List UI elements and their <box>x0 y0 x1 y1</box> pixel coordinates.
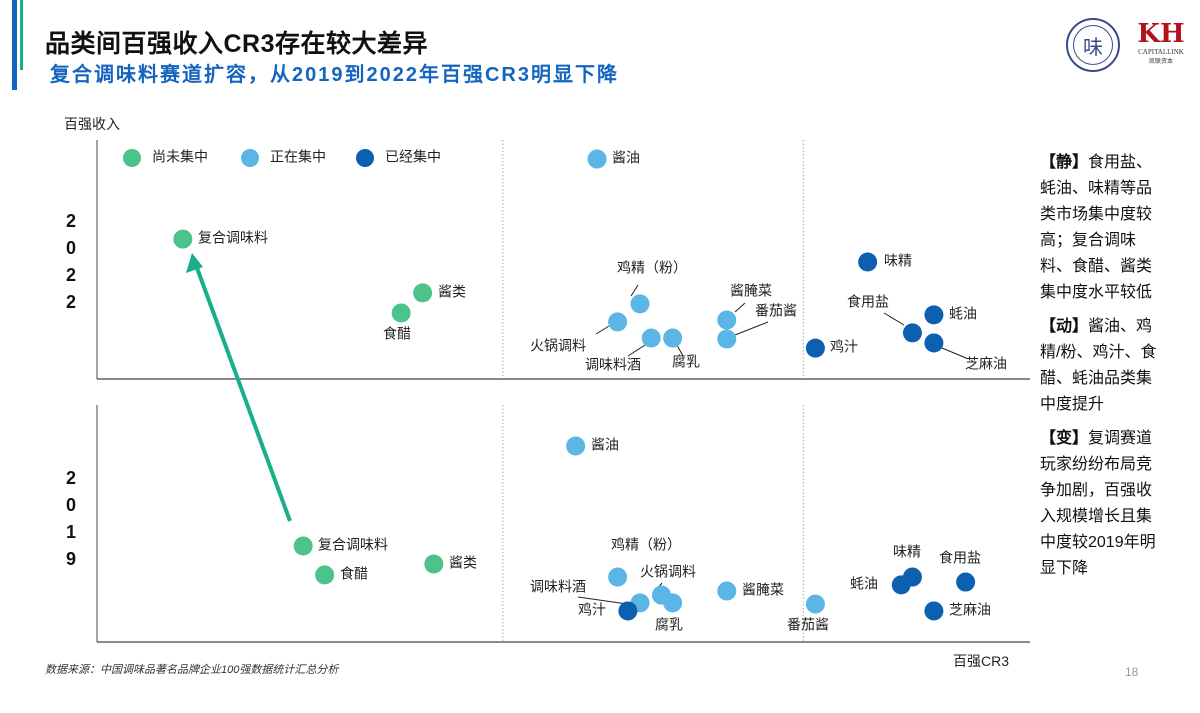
data-point-label: 酱类 <box>438 284 466 300</box>
x-axis-label: 百强CR3 <box>953 653 1010 669</box>
data-point-label: 味精 <box>884 253 912 269</box>
data-point-2019 <box>293 536 313 556</box>
data-point-2019 <box>424 554 444 574</box>
data-point-label: 食醋 <box>340 566 368 582</box>
data-point-label: 复合调味料 <box>198 230 268 246</box>
data-point-label: 鸡汁 <box>830 339 858 355</box>
panel-year-2019: 2019 <box>65 468 76 569</box>
data-point-2022 <box>630 294 650 314</box>
data-point-2022 <box>391 303 411 323</box>
note-static: 【静】食用盐、蚝油、味精等品类市场集中度较高；复合调味料、食醋、酱类集中度水平较… <box>1040 154 1153 301</box>
data-point-2019 <box>315 565 335 585</box>
label-leader-line <box>676 344 684 357</box>
data-point-label: 蚝油 <box>850 576 878 592</box>
page-subtitle: 复合调味料赛道扩容，从2019到2022年百强CR3明显下降 <box>50 64 619 86</box>
data-point-2019 <box>608 567 628 587</box>
data-point-2022 <box>663 328 683 348</box>
seal-logo: 味 <box>1066 18 1120 72</box>
data-point-label: 腐乳 <box>655 617 683 633</box>
data-point-2019 <box>956 572 976 592</box>
label-leader-line <box>941 347 967 359</box>
data-point-label: 味精 <box>893 544 921 560</box>
legend-marker <box>241 149 259 167</box>
data-point-2022 <box>717 329 737 349</box>
data-point-label: 调味料酒 <box>585 357 641 373</box>
page-number: 18 <box>1125 665 1139 679</box>
data-point-2022 <box>173 229 193 249</box>
data-point-label: 芝麻油 <box>949 602 991 618</box>
accent-bar-blue <box>12 0 17 90</box>
legend-marker <box>356 149 374 167</box>
data-point-2019 <box>891 575 911 595</box>
capitallink-logo: KH CAPITALLINK 凯联资本 <box>1137 19 1185 65</box>
note-dynamic: 【动】酱油、鸡精/粉、鸡汁、食醋、蚝油品类集中度提升 <box>1040 318 1157 413</box>
data-point-label: 食醋 <box>383 326 411 342</box>
label-leader-line <box>577 596 628 605</box>
data-point-label: 复合调味料 <box>318 537 388 553</box>
data-point-label: 腐乳 <box>672 354 700 370</box>
trend-arrow-line <box>195 267 292 522</box>
data-point-label: 酱油 <box>591 437 619 453</box>
label-leader-line <box>627 344 646 357</box>
data-point-2022 <box>805 338 825 358</box>
data-point-label: 鸡精（粉） <box>617 260 687 276</box>
data-point-label: 鸡精（粉） <box>611 537 681 553</box>
data-point-label: 番茄酱 <box>787 617 829 633</box>
data-point-label: 食用盐 <box>847 294 889 310</box>
data-point-2022 <box>902 323 922 343</box>
data-point-label: 酱油 <box>612 150 640 166</box>
y-axis-label: 百强收入 <box>64 116 120 132</box>
label-leader-line <box>595 325 610 335</box>
data-point-2022 <box>858 252 878 272</box>
data-point-label: 食用盐 <box>939 550 981 566</box>
data-point-2019 <box>924 601 944 621</box>
label-leader-line <box>734 321 769 336</box>
data-point-2019 <box>717 581 737 601</box>
data-point-label: 酱腌菜 <box>730 283 772 299</box>
data-point-label: 番茄酱 <box>755 303 797 319</box>
page-title: 品类间百强收入CR3存在较大差异 <box>45 30 429 58</box>
data-point-2022 <box>717 310 737 330</box>
data-point-label: 火锅调料 <box>640 564 696 580</box>
data-point-2019 <box>618 601 638 621</box>
source-footnote: 数据来源：中国调味品著名品牌企业100强数据统计汇总分析 <box>45 664 339 676</box>
data-point-2022 <box>587 149 607 169</box>
legend-label: 尚未集中 <box>152 149 208 165</box>
data-point-label: 调味料酒 <box>530 579 586 595</box>
data-point-label: 芝麻油 <box>965 356 1007 372</box>
legend-label: 正在集中 <box>270 149 326 165</box>
data-point-2022 <box>608 312 628 332</box>
data-point-2022 <box>924 305 944 325</box>
legend-marker <box>123 149 141 167</box>
side-notes: 【静】食用盐、蚝油、味精等品类市场集中度较高；复合调味料、食醋、酱类集中度水平较… <box>1040 150 1162 590</box>
data-point-label: 火锅调料 <box>530 338 586 354</box>
data-point-2019 <box>805 594 825 614</box>
data-point-label: 鸡汁 <box>578 602 606 618</box>
note-change: 【变】复调赛道玩家纷纷布局竞争加剧，百强收入规模增长且集中度较2019年明显下降 <box>1040 430 1156 577</box>
data-point-2022 <box>924 333 944 353</box>
accent-bar-teal <box>20 0 23 70</box>
label-leader-line <box>630 284 639 297</box>
label-leader-line <box>883 312 905 326</box>
data-point-2019 <box>663 593 683 613</box>
label-leader-line <box>734 302 746 313</box>
data-point-label: 酱腌菜 <box>742 582 784 598</box>
trend-arrow-head <box>186 253 203 273</box>
data-point-label: 蚝油 <box>949 306 977 322</box>
legend-label: 已经集中 <box>385 149 441 165</box>
panel-year-2022: 2022 <box>65 211 76 312</box>
data-point-2019 <box>566 436 586 456</box>
data-point-label: 酱类 <box>449 555 477 571</box>
data-point-2022 <box>641 328 661 348</box>
data-point-2022 <box>413 283 433 303</box>
